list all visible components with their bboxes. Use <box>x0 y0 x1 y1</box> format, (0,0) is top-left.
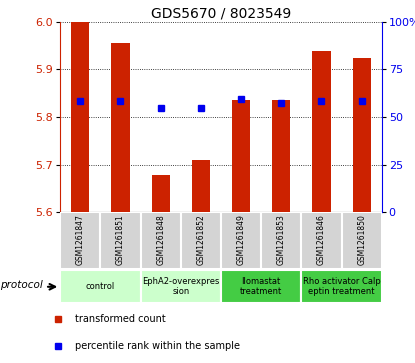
Text: Rho activator Calp
eptin treatment: Rho activator Calp eptin treatment <box>303 277 381 297</box>
Bar <box>71 22 89 212</box>
Text: EphA2-overexpres
sion: EphA2-overexpres sion <box>142 277 220 297</box>
Bar <box>100 212 141 269</box>
Bar <box>151 175 170 212</box>
Text: protocol: protocol <box>0 280 43 290</box>
Text: percentile rank within the sample: percentile rank within the sample <box>75 341 240 351</box>
Bar <box>261 212 301 269</box>
Bar <box>141 212 181 269</box>
Bar <box>60 270 141 303</box>
Bar <box>221 270 301 303</box>
Bar <box>221 212 261 269</box>
Bar <box>301 212 342 269</box>
Text: GSM1261849: GSM1261849 <box>237 214 246 265</box>
Bar <box>232 101 250 212</box>
Bar <box>301 270 382 303</box>
Title: GDS5670 / 8023549: GDS5670 / 8023549 <box>151 7 291 21</box>
Text: transformed count: transformed count <box>75 314 166 323</box>
Text: GSM1261848: GSM1261848 <box>156 214 165 265</box>
Text: GSM1261850: GSM1261850 <box>357 214 366 265</box>
Text: GSM1261851: GSM1261851 <box>116 214 125 265</box>
Bar <box>312 51 330 212</box>
Bar <box>181 212 221 269</box>
Bar <box>342 212 382 269</box>
Text: Ilomastat
treatment: Ilomastat treatment <box>240 277 282 297</box>
Bar <box>60 212 100 269</box>
Text: GSM1261846: GSM1261846 <box>317 214 326 265</box>
Bar <box>272 101 290 212</box>
Text: GSM1261847: GSM1261847 <box>76 214 85 265</box>
Bar <box>192 160 210 212</box>
Bar <box>141 270 221 303</box>
Text: control: control <box>86 282 115 291</box>
Bar <box>112 43 129 212</box>
Text: GSM1261853: GSM1261853 <box>277 214 286 265</box>
Bar <box>353 57 371 212</box>
Text: GSM1261852: GSM1261852 <box>196 214 205 265</box>
